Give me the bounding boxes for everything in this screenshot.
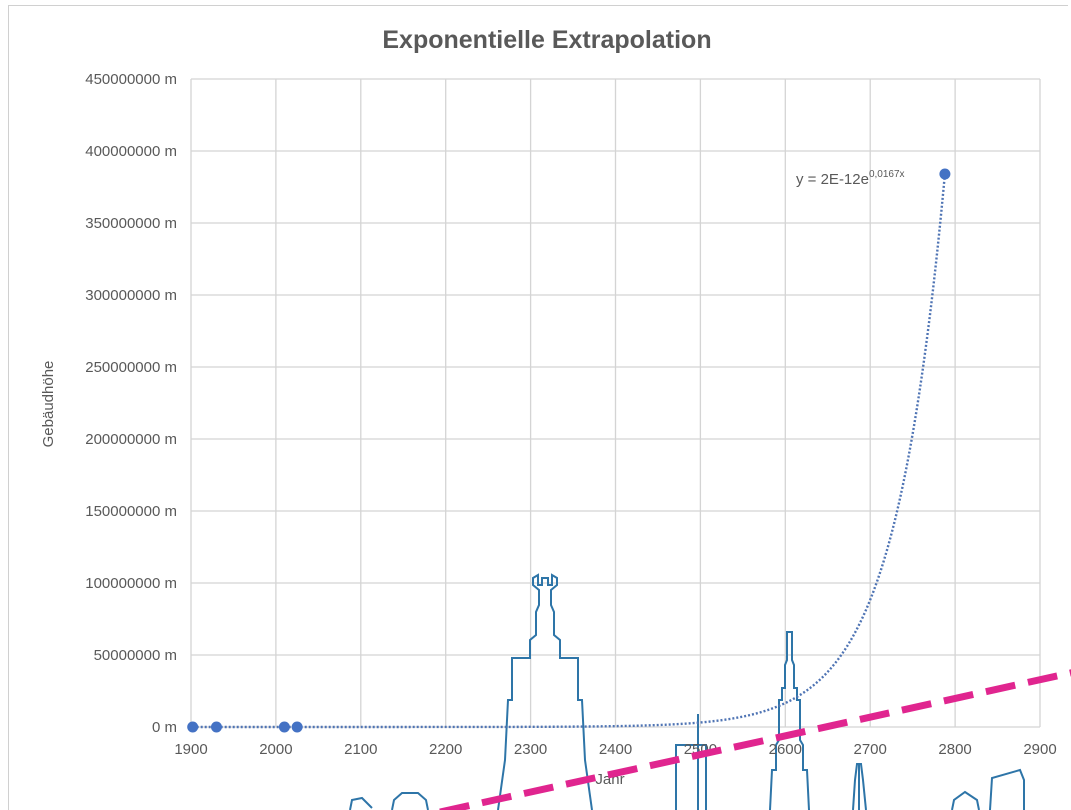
building-right-1 [951,790,980,810]
y-tick-label: 50000000 m [94,647,177,664]
y-tick-label: 100000000 m [85,575,177,592]
x-tick-label: 2900 [1023,741,1056,758]
chart-frame [8,5,1068,810]
building-small-2 [349,796,373,810]
data-point [939,168,951,180]
data-point [187,721,199,733]
trendline-equation-exponent: 0,0167x [869,169,905,180]
y-axis-label: Gebäudhöhe [40,361,57,448]
trendline-equation-base: y = 2E-12e [796,171,869,188]
y-tick-label: 350000000 m [85,215,177,232]
chart-title: Exponentielle Extrapolation [382,26,711,54]
tower-right [769,631,810,810]
x-tick-label: 2600 [769,741,802,758]
y-tick-label: 450000000 m [85,71,177,88]
y-tick-label: 300000000 m [85,287,177,304]
building-mid [675,744,707,810]
x-tick-label: 2200 [429,741,462,758]
grid [190,78,1041,728]
x-tick-label: 2400 [599,741,632,758]
x-tick-label: 2300 [514,741,547,758]
x-tick-label: 2100 [344,741,377,758]
tower-left [497,573,593,810]
y-tick-label: 400000000 m [85,143,177,160]
y-tick-label: 150000000 m [85,503,177,520]
x-tick-label: 2800 [938,741,971,758]
skyline-illustration [349,573,1025,810]
y-tick-label: 200000000 m [85,431,177,448]
x-tick-label: 2000 [259,741,292,758]
y-tick-label: 250000000 m [85,359,177,376]
data-point [278,721,290,733]
y-tick-labels: 0 m 50000000 m 100000000 m 150000000 m 20000… [85,71,177,736]
trendline-path [192,173,947,729]
trendline [192,173,947,729]
data-point [291,721,303,733]
x-tick-labels: 1900 2000 2100 2200 2300 2400 2500 2600 2700 2800… [174,741,1056,758]
building-right-2 [989,768,1025,810]
spire-mid [852,763,867,810]
y-tick-label: 0 m [152,719,177,736]
data-markers [187,168,951,733]
building-small-1 [391,792,429,810]
x-tick-label: 1900 [174,741,207,758]
x-tick-label: 2700 [854,741,887,758]
dashed-overlay-line [439,669,1071,810]
trendline-equation: y = 2E-12e0,0167x [796,169,905,188]
data-point [210,721,222,733]
